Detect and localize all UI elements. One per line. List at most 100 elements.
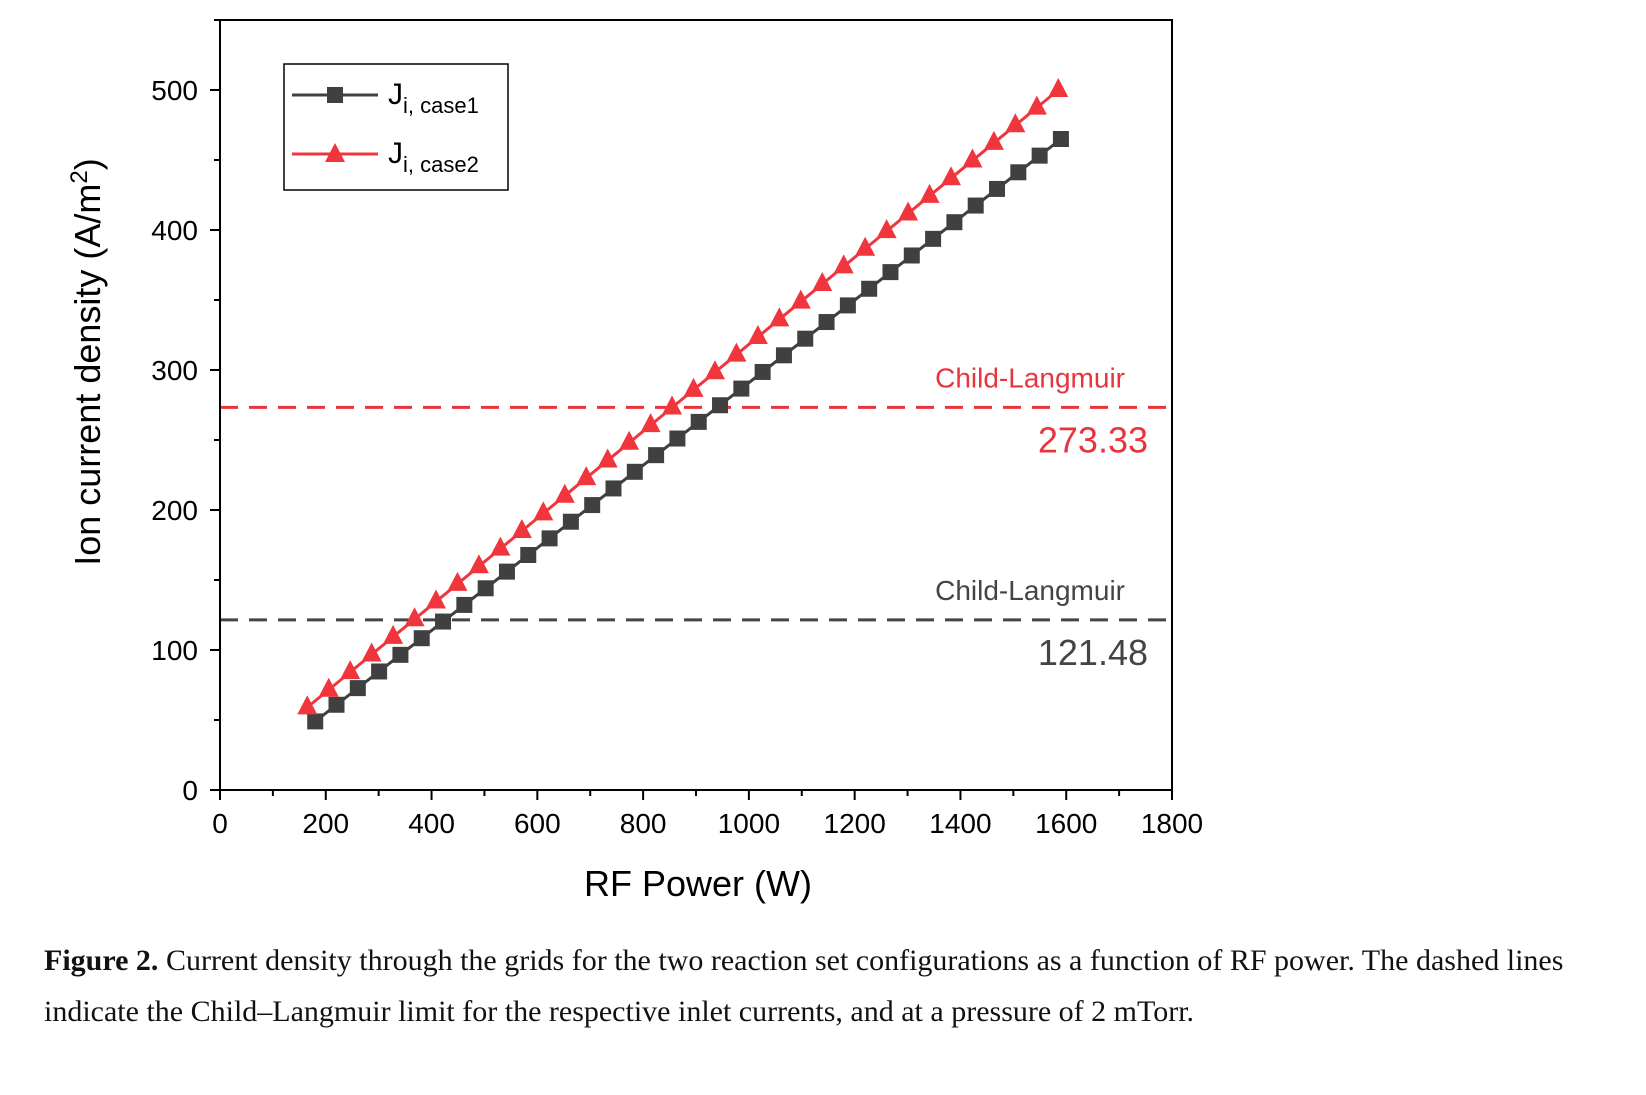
data-point-case2 — [297, 695, 318, 715]
data-point-case1 — [605, 480, 622, 497]
data-point-case1 — [349, 680, 366, 697]
data-point-case2 — [318, 677, 339, 697]
data-point-case1 — [392, 646, 409, 663]
legend-marker-case2 — [325, 143, 345, 162]
data-point-case1 — [328, 696, 345, 713]
data-point-case2 — [340, 660, 361, 680]
data-point-case1 — [925, 230, 942, 247]
data-point-case2 — [941, 166, 961, 186]
data-point-case1 — [562, 513, 579, 530]
legend-box — [283, 63, 509, 191]
reference-line-label: Child-Langmuir — [935, 362, 1125, 393]
data-point-case2 — [447, 571, 468, 591]
data-point-case2 — [576, 466, 597, 486]
data-point-case1 — [413, 630, 430, 647]
data-point-case2 — [361, 642, 382, 662]
data-point-case2 — [511, 519, 532, 538]
legend: Ji, case1 Ji, case2 — [283, 63, 509, 191]
data-point-case2 — [662, 395, 683, 415]
legend-subscript-case2: i, case2 — [403, 152, 479, 177]
data-point-case1 — [498, 563, 515, 580]
data-point-case2 — [747, 324, 768, 344]
data-point-case2 — [919, 183, 940, 203]
axes-layer: 0 200 400 600 800 1000 1200 1400 1600 1800 0 100 200… — [151, 19, 1203, 839]
x-tick-label: 200 — [302, 808, 349, 839]
y-tick-label: 400 — [151, 215, 198, 246]
x-tick-label: 400 — [408, 808, 455, 839]
data-point-case1 — [541, 530, 558, 547]
caption-text: Current density through the grids for th… — [44, 944, 1564, 1028]
data-point-case1 — [1010, 164, 1027, 181]
x-tick-label: 1400 — [929, 808, 991, 839]
data-point-case1 — [712, 397, 729, 414]
data-point-case2 — [490, 536, 511, 556]
x-tick-label: 1200 — [824, 808, 886, 839]
data-point-case1 — [626, 463, 643, 480]
data-point-case2 — [554, 483, 575, 503]
y-tick-label: 100 — [151, 635, 198, 666]
data-point-case2 — [704, 360, 725, 380]
data-point-case1 — [307, 713, 324, 730]
data-point-case2 — [383, 624, 404, 644]
y-tick-label: 200 — [151, 495, 198, 526]
x-tick-label: 1600 — [1035, 808, 1097, 839]
data-point-case2 — [683, 377, 704, 397]
data-point-case1 — [882, 264, 899, 281]
x-tick-label: 1800 — [1141, 808, 1203, 839]
data-point-case2 — [876, 219, 897, 239]
data-point-case1 — [754, 363, 771, 380]
data-point-case2 — [962, 148, 983, 168]
data-point-case2 — [833, 254, 854, 274]
x-tick-label: 600 — [514, 808, 561, 839]
data-point-case1 — [775, 347, 792, 364]
data-point-case1 — [818, 314, 835, 331]
data-point-case2 — [812, 272, 833, 292]
data-point-case1 — [989, 180, 1006, 197]
data-point-case1 — [520, 547, 537, 563]
x-axis-label: RF Power (W) — [584, 863, 812, 904]
y-axis-label: Ion current density (A/m2) — [66, 158, 108, 566]
data-point-case2 — [619, 430, 640, 450]
data-point-case1 — [861, 280, 878, 297]
data-point-case2 — [1005, 113, 1026, 133]
data-point-case2 — [468, 554, 489, 574]
data-point-case1 — [669, 430, 686, 447]
reference-line-label: Child-Langmuir — [935, 575, 1125, 606]
data-point-case1 — [648, 447, 665, 464]
y-axis-label-superscript: 2 — [66, 170, 93, 183]
legend-label-case1: Ji, case1 — [388, 78, 479, 118]
x-tick-label: 1000 — [718, 808, 780, 839]
data-point-case1 — [1031, 147, 1048, 164]
data-point-case2 — [1048, 78, 1069, 97]
data-point-case2 — [404, 607, 425, 627]
y-tick-label: 500 — [151, 75, 198, 106]
data-point-case2 — [790, 289, 811, 309]
data-point-case2 — [1026, 95, 1047, 115]
line-chart: Child-Langmuir 273.33 Child-Langmuir 121.48… — [66, 19, 1203, 904]
data-point-case1 — [946, 214, 963, 231]
data-point-case2 — [597, 448, 618, 468]
x-tick-label: 800 — [620, 808, 667, 839]
data-point-case2 — [426, 589, 447, 609]
data-point-case2 — [640, 413, 661, 433]
figure-caption: Figure 2. Current density through the gr… — [44, 935, 1624, 1037]
x-tick-label: 0 — [212, 808, 228, 839]
legend-marker-case1 — [327, 87, 343, 103]
data-point-case2 — [855, 236, 876, 256]
data-point-case2 — [769, 307, 790, 327]
data-point-case1 — [371, 663, 388, 680]
reference-line-value: 273.33 — [1038, 419, 1148, 460]
data-point-case1 — [1052, 131, 1069, 147]
data-point-case2 — [726, 342, 747, 362]
data-point-case1 — [584, 497, 601, 514]
data-point-case2 — [898, 201, 919, 221]
plot-layer: Child-Langmuir 273.33 Child-Langmuir 121.48 — [220, 78, 1172, 730]
data-point-case1 — [733, 380, 750, 397]
data-point-case2 — [533, 501, 554, 521]
data-point-case1 — [456, 596, 473, 613]
data-point-case1 — [797, 330, 814, 347]
caption-label: Figure 2. — [44, 944, 159, 977]
y-tick-label: 0 — [182, 775, 198, 806]
legend-label-case2: Ji, case2 — [388, 137, 479, 177]
